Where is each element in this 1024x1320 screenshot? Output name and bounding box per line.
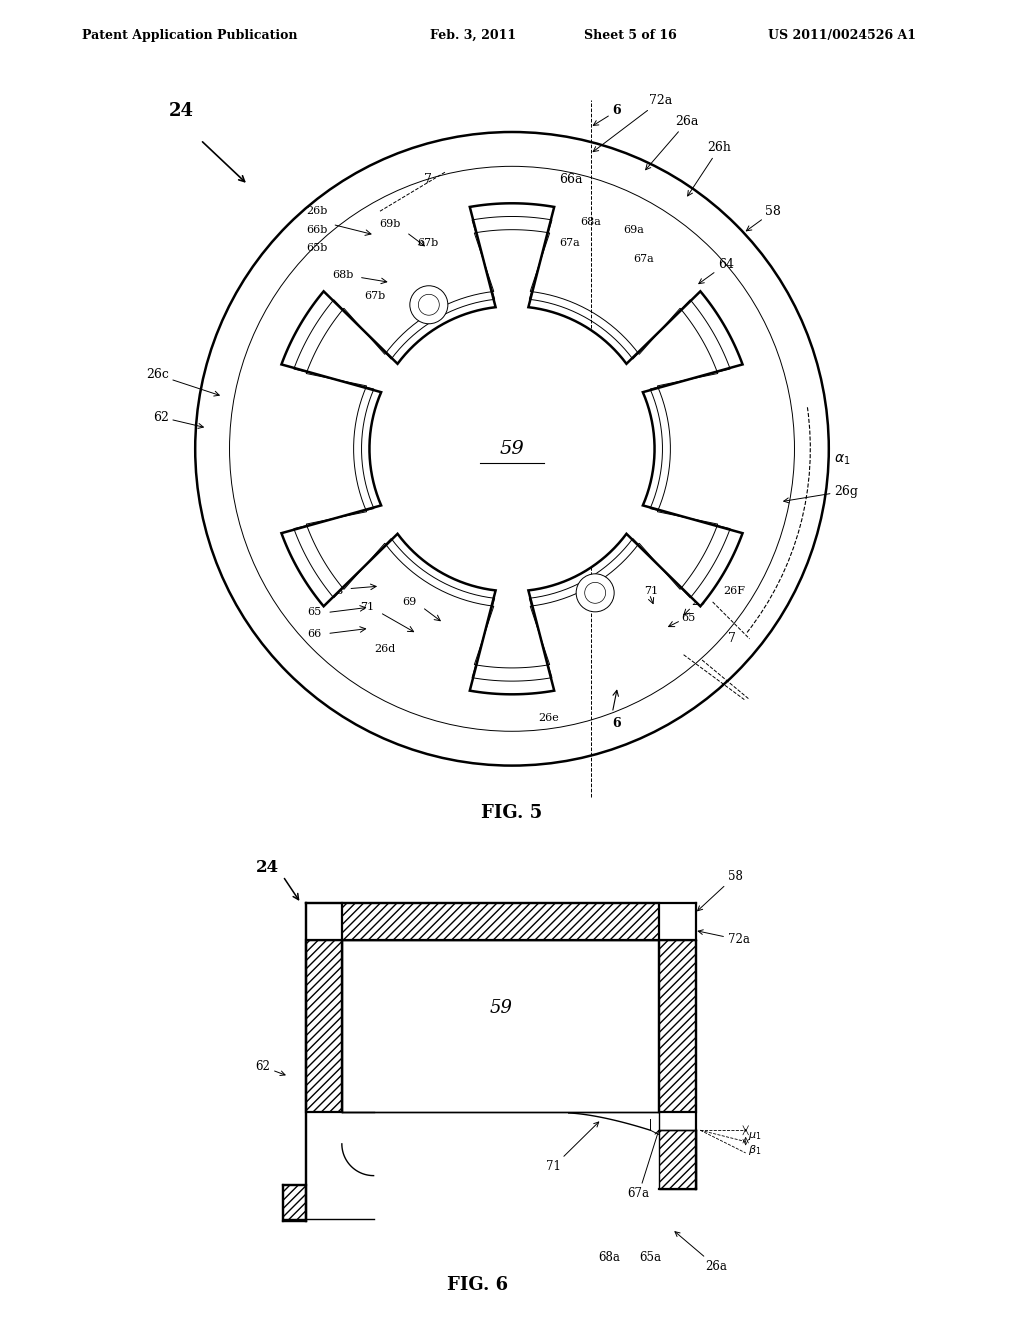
Text: 68b: 68b — [332, 269, 353, 280]
Text: FIG. 6: FIG. 6 — [447, 1275, 509, 1294]
Text: 66: 66 — [307, 628, 322, 639]
Text: 62: 62 — [256, 1060, 285, 1076]
Text: 26c: 26c — [146, 368, 219, 396]
Text: 67a: 67a — [634, 253, 654, 264]
Text: 69b: 69b — [380, 219, 401, 230]
Text: 67a: 67a — [628, 1130, 659, 1200]
Text: 68a: 68a — [581, 216, 601, 227]
Text: 59: 59 — [500, 440, 524, 458]
Text: 65: 65 — [681, 612, 695, 623]
Text: 58: 58 — [697, 870, 742, 911]
Bar — [283, 1185, 305, 1221]
Text: 26a: 26a — [645, 115, 699, 170]
Text: 66a: 66a — [559, 173, 583, 186]
Text: 68a: 68a — [599, 1251, 621, 1263]
Text: 67a: 67a — [559, 238, 581, 248]
Text: 67b: 67b — [417, 238, 438, 248]
Text: 26e: 26e — [539, 713, 559, 723]
Bar — [659, 940, 695, 1111]
Text: 71: 71 — [360, 602, 375, 612]
Text: 26g: 26g — [783, 484, 858, 503]
Text: 6: 6 — [593, 104, 621, 125]
Text: 71: 71 — [546, 1122, 599, 1173]
Text: 65a: 65a — [501, 273, 523, 286]
Text: 69a: 69a — [623, 224, 644, 235]
Text: 26F: 26F — [723, 586, 745, 597]
Text: 69: 69 — [402, 597, 417, 607]
Text: 65: 65 — [307, 607, 322, 618]
Text: $\alpha_1$: $\alpha_1$ — [835, 453, 851, 466]
Bar — [305, 940, 342, 1111]
Text: Patent Application Publication: Patent Application Publication — [82, 29, 297, 42]
Text: Sheet 5 of 16: Sheet 5 of 16 — [584, 29, 677, 42]
Text: Feb. 3, 2011: Feb. 3, 2011 — [430, 29, 516, 42]
Text: 72a: 72a — [698, 929, 750, 946]
Text: 26h: 26h — [687, 141, 731, 195]
Text: 71: 71 — [644, 586, 658, 597]
Text: 72a: 72a — [593, 94, 673, 152]
Text: $\mu_1$: $\mu_1$ — [748, 1130, 762, 1142]
Text: 62: 62 — [153, 411, 204, 429]
Text: US 2011/0024526 A1: US 2011/0024526 A1 — [768, 29, 916, 42]
Text: 65a: 65a — [639, 1251, 662, 1263]
Text: 24: 24 — [256, 858, 279, 875]
Text: 26b: 26b — [306, 206, 328, 216]
Text: $\beta_1$: $\beta_1$ — [748, 1143, 761, 1158]
Text: 59: 59 — [489, 999, 512, 1016]
Bar — [659, 1130, 695, 1189]
Circle shape — [421, 358, 603, 540]
Text: 26a: 26a — [675, 1232, 727, 1272]
Polygon shape — [282, 203, 742, 694]
Text: 64: 64 — [698, 257, 734, 284]
Text: 7: 7 — [728, 632, 736, 645]
Text: 65b: 65b — [306, 243, 328, 253]
Text: 68: 68 — [329, 586, 343, 597]
Text: 26: 26 — [691, 597, 706, 607]
Circle shape — [410, 285, 447, 323]
Text: 6: 6 — [612, 717, 621, 730]
Text: 26d: 26d — [375, 644, 396, 655]
Text: 7: 7 — [424, 173, 431, 186]
Bar — [342, 940, 659, 1111]
Text: 67b: 67b — [364, 290, 385, 301]
Bar — [342, 903, 659, 940]
Text: 58: 58 — [746, 205, 781, 231]
Text: 24: 24 — [169, 102, 194, 120]
Text: 66b: 66b — [306, 224, 328, 235]
Circle shape — [577, 574, 614, 612]
Text: FIG. 5: FIG. 5 — [481, 804, 543, 822]
